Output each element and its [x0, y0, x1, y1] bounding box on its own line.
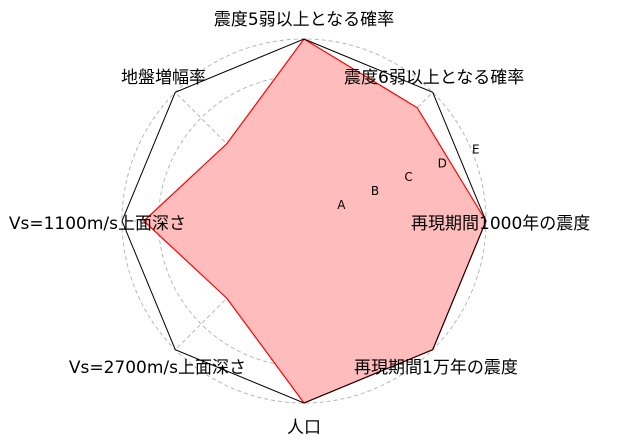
ring-labels: A B C D E [337, 142, 479, 212]
ring-label-D: D [438, 156, 447, 170]
axis-label-5: Vs=2700m/s上面深さ [69, 358, 246, 378]
ring-label-C: C [404, 170, 412, 184]
axis-label-4: 人口 [287, 418, 321, 438]
radar-frame [121, 38, 487, 404]
axis-label-6: Vs=1100m/s上面深さ [9, 214, 186, 234]
axis-label-3: 再現期間1万年の震度 [354, 358, 518, 378]
ring-label-E: E [472, 142, 480, 156]
axis-label-1: 震度6弱以上となる確率 [344, 68, 524, 88]
axis-label-2: 再現期間1000年の震度 [411, 214, 590, 234]
axis-labels: 震度5弱以上となる確率震度6弱以上となる確率再現期間1000年の震度再現期間1万… [9, 10, 590, 438]
ring-label-A: A [337, 198, 346, 212]
ring-label-B: B [371, 184, 379, 198]
axis-label-0: 震度5弱以上となる確率 [214, 10, 394, 30]
axis-label-7: 地盤増幅率 [121, 68, 206, 88]
